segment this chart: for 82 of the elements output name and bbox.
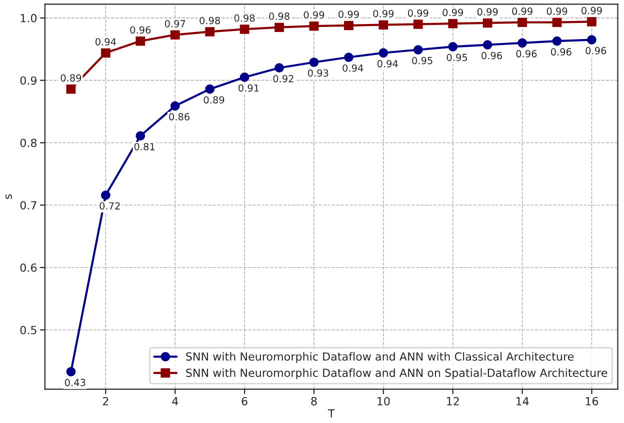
y-tick-label: 0.9 (20, 76, 37, 85)
y-axis-title: s (6, 194, 12, 199)
data-label: 0.93 (308, 69, 328, 77)
point (205, 84, 215, 94)
x-tick-label: 4 (172, 397, 178, 406)
point (344, 20, 354, 30)
data-label: 0.96 (516, 50, 537, 58)
data-label: 0.94 (377, 60, 398, 68)
point (205, 26, 215, 36)
point (413, 20, 423, 29)
point (587, 35, 596, 44)
data-label: 0.94 (342, 64, 364, 72)
y-tick-label: 0.8 (20, 138, 37, 148)
point (240, 24, 250, 34)
point (100, 48, 110, 58)
data-label: 0.99 (477, 8, 498, 16)
y-tick-label: 1.0 (20, 14, 37, 22)
point (482, 40, 492, 50)
data-label: 0.99 (546, 8, 568, 15)
point (274, 63, 284, 73)
y-tick-label: 0.5 (20, 326, 36, 334)
data-label: 0.98 (200, 16, 220, 24)
data-label: 0.72 (100, 202, 120, 210)
point (240, 72, 250, 82)
point (378, 48, 388, 58)
x-tick-label: 8 (311, 396, 317, 406)
data-label: 0.81 (134, 142, 154, 150)
point (66, 367, 76, 376)
x-axis-title: T (328, 409, 335, 418)
point (66, 84, 76, 94)
data-label: 0.99 (442, 8, 463, 16)
data-label: 0.98 (234, 14, 255, 22)
data-label: 0.95 (446, 54, 467, 62)
data-label: 0.99 (582, 6, 602, 14)
x-tick-label: 14 (516, 397, 529, 406)
y-tick-label: 0.7 (20, 201, 36, 210)
x-tick-label: 16 (586, 396, 598, 406)
x-tick-label: 10 (378, 396, 390, 406)
data-label: 0.98 (269, 12, 290, 20)
point (552, 36, 562, 46)
point (136, 36, 146, 46)
legend-label: SNN with Neuromorphic Dataflow and ANN on Spatial-Dataflow Architecture (186, 368, 608, 380)
data-label: 0.99 (338, 10, 359, 18)
data-label: 0.96 (586, 46, 606, 54)
point (100, 190, 110, 200)
point (170, 101, 180, 111)
data-label: 0.96 (550, 48, 572, 56)
x-tick-label: 6 (242, 396, 248, 406)
data-label: 0.99 (304, 11, 324, 19)
point (448, 42, 458, 52)
x-tick-label: 12 (447, 396, 459, 406)
point (482, 18, 492, 28)
point (518, 38, 527, 48)
point (378, 20, 388, 30)
data-label: 0.91 (238, 84, 259, 92)
data-label: 0.95 (412, 56, 432, 64)
point (170, 30, 180, 40)
data-label: 0.96 (130, 26, 151, 34)
data-label: 0.96 (482, 52, 502, 60)
point (552, 18, 562, 28)
data-label: 0.99 (408, 9, 428, 17)
data-label: 0.94 (96, 38, 116, 46)
data-label: 0.99 (512, 8, 532, 15)
y-tick-label: 0.6 (20, 263, 37, 272)
legend-label: SNN with Neuromorphic Dataflow and ANN with Classical Architecture (186, 352, 574, 363)
point (518, 18, 527, 28)
data-label: 0.43 (64, 378, 86, 386)
data-label: 0.92 (273, 74, 294, 82)
data-label: 0.89 (60, 74, 82, 82)
point (344, 52, 354, 62)
x-tick-label: 2 (102, 396, 108, 406)
point (274, 22, 284, 32)
data-label: 0.99 (373, 10, 394, 18)
point (309, 58, 319, 67)
point (448, 18, 458, 28)
point (587, 17, 596, 26)
point (309, 21, 319, 31)
data-label: 0.89 (204, 96, 224, 104)
data-label: 0.86 (169, 113, 190, 120)
point (413, 45, 423, 54)
data-label: 0.97 (164, 20, 186, 28)
point (136, 131, 146, 141)
